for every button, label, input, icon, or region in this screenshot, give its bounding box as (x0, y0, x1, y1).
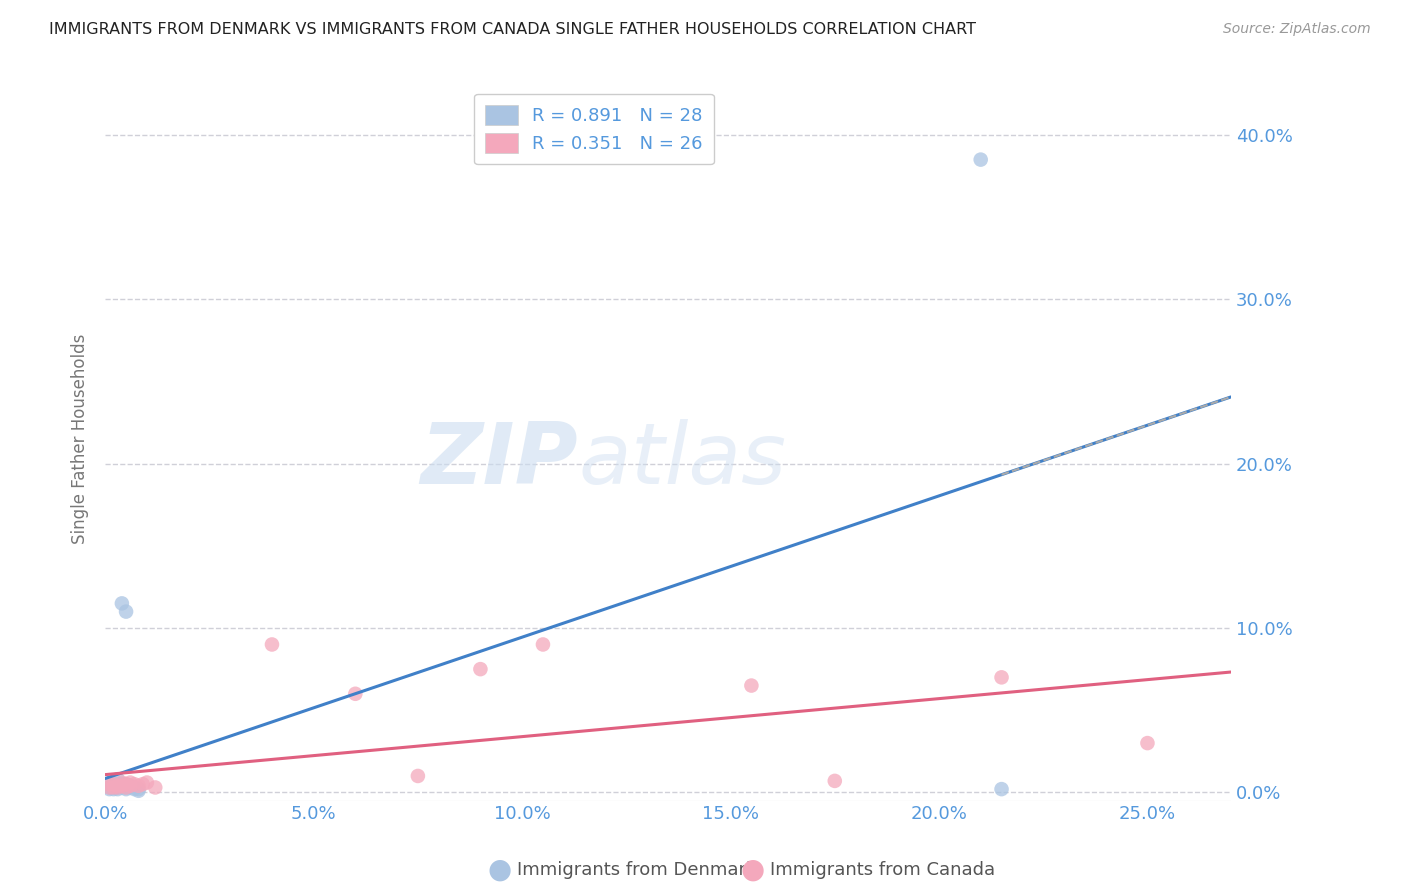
Point (115, 777, 138, 791)
Point (107, 779, 129, 793)
Point (740, 679, 762, 693)
Point (107, 777, 129, 791)
Point (128, 779, 150, 793)
Point (120, 775, 142, 789)
Point (111, 777, 134, 791)
Point (1136, 736, 1159, 750)
Point (143, 780, 166, 795)
Point (260, 638, 283, 652)
Point (107, 780, 129, 795)
Point (406, 769, 429, 783)
Point (120, 779, 142, 793)
Point (103, 780, 125, 795)
Point (111, 596, 134, 610)
Point (103, 780, 125, 795)
Point (132, 777, 155, 791)
Point (115, 780, 138, 795)
Point (124, 777, 146, 791)
Point (103, 777, 125, 791)
Text: Immigrants from Canada: Immigrants from Canada (770, 861, 995, 879)
Point (128, 783, 150, 797)
Point (970, 153, 993, 167)
Point (111, 779, 134, 793)
Point (98, 780, 121, 795)
Point (103, 782, 125, 797)
Point (98, 782, 121, 797)
Point (990, 782, 1012, 797)
Point (107, 780, 129, 795)
Point (115, 782, 138, 797)
Point (103, 779, 125, 793)
Point (115, 780, 138, 795)
Legend: R = 0.891   N = 28, R = 0.351   N = 26: R = 0.891 N = 28, R = 0.351 N = 26 (474, 94, 714, 164)
Point (98, 777, 121, 791)
Point (470, 662, 492, 676)
Point (128, 782, 150, 797)
Point (115, 777, 138, 791)
Point (120, 779, 142, 793)
Text: IMMIGRANTS FROM DENMARK VS IMMIGRANTS FROM CANADA SINGLE FATHER HOUSEHOLDS CORRE: IMMIGRANTS FROM DENMARK VS IMMIGRANTS FR… (49, 22, 976, 37)
Point (120, 780, 142, 795)
Point (990, 670, 1012, 684)
Text: Immigrants from Denmark: Immigrants from Denmark (517, 861, 756, 879)
Point (135, 775, 157, 789)
Point (107, 772, 129, 787)
Point (124, 780, 146, 795)
Point (115, 605, 138, 619)
Point (111, 779, 134, 793)
Point (531, 638, 554, 652)
Text: Source: ZipAtlas.com: Source: ZipAtlas.com (1223, 22, 1371, 37)
Y-axis label: Single Father Households: Single Father Households (72, 334, 89, 544)
Text: ●: ● (740, 855, 765, 884)
Point (824, 773, 846, 788)
Point (103, 780, 125, 795)
Point (107, 782, 129, 797)
Point (344, 687, 367, 701)
Text: atlas: atlas (578, 419, 786, 502)
Text: ZIP: ZIP (420, 419, 578, 502)
Point (111, 780, 134, 795)
Point (107, 779, 129, 793)
Point (111, 775, 134, 789)
Point (124, 782, 146, 797)
Point (98, 779, 121, 793)
Point (98, 780, 121, 795)
Text: ●: ● (486, 855, 512, 884)
